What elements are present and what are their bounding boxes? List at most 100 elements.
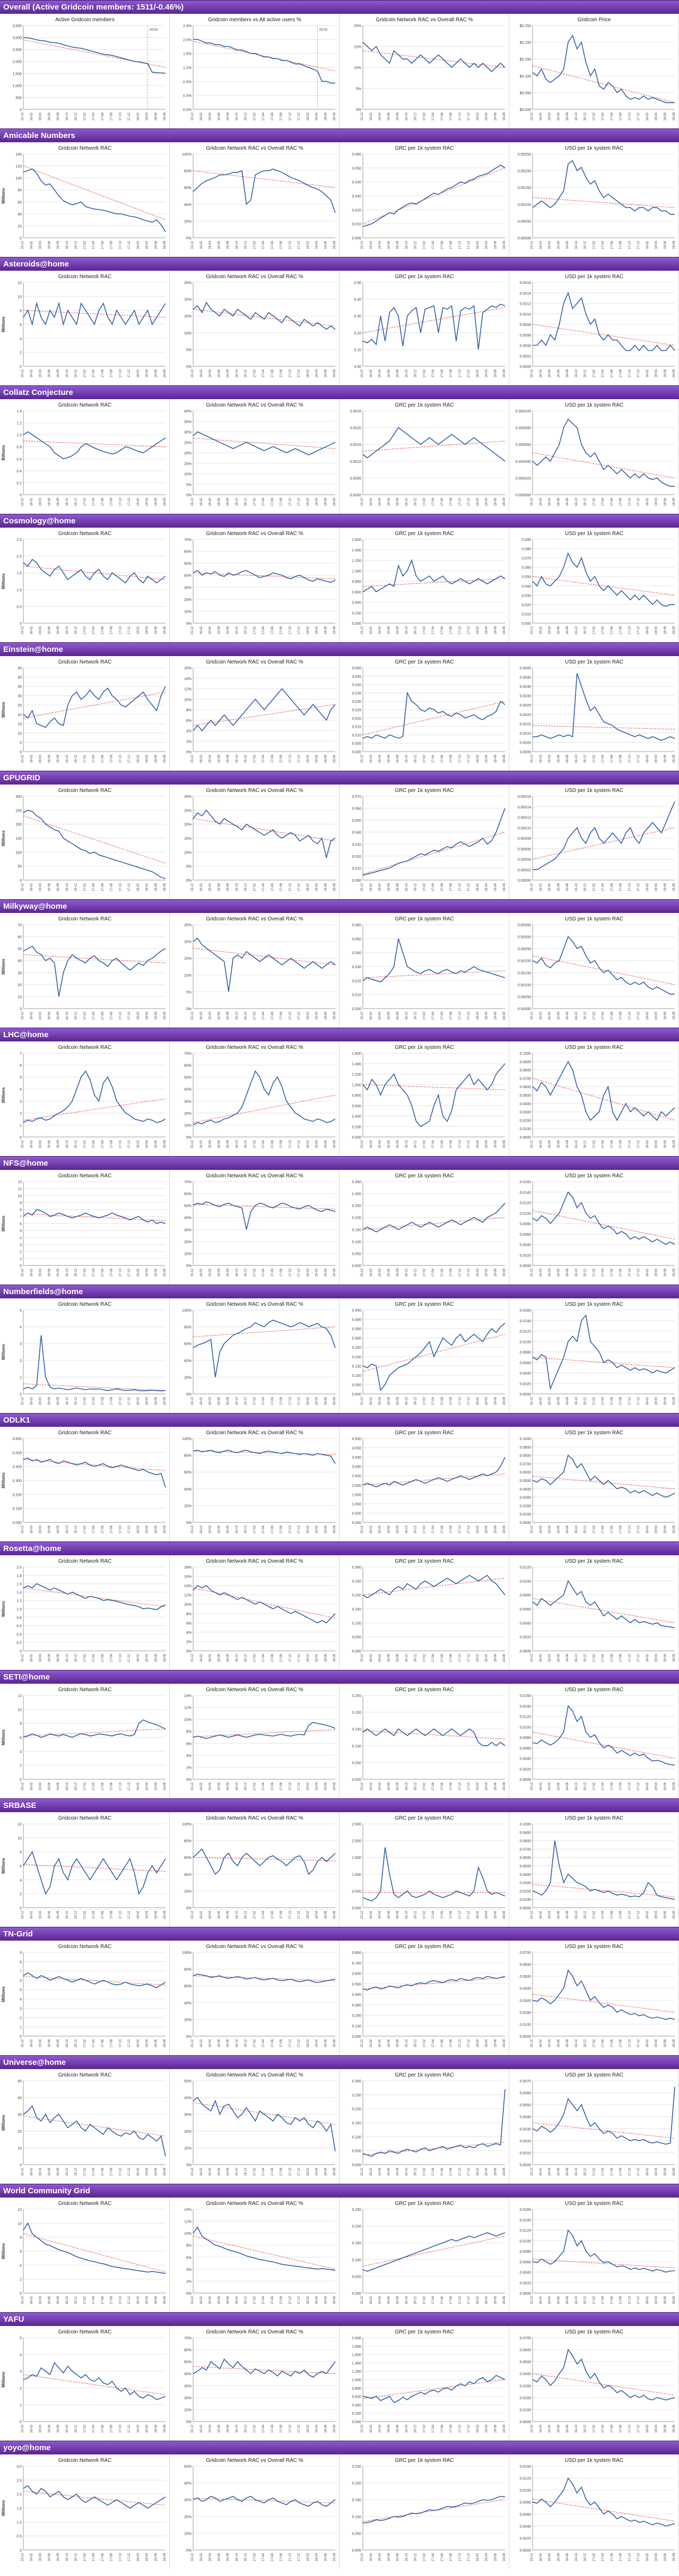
x-tick-label: 17-06 bbox=[441, 112, 444, 120]
y-tick-label: 60% bbox=[184, 1064, 191, 1068]
x-tick-label: 17-08 bbox=[280, 754, 283, 763]
x-tick-label: 16-04 bbox=[39, 1140, 42, 1148]
project-section: YAFU Gridcoin Network RAC 0 1 2 3 4 5 15-12 16-02… bbox=[0, 2312, 679, 2441]
series-line bbox=[362, 691, 506, 739]
x-tick-label: 16-02 bbox=[539, 112, 543, 120]
x-tick-label: 15-12 bbox=[361, 1653, 364, 1662]
y-tick-label: 1.000 bbox=[352, 2379, 361, 2382]
x-tick-label: 15-12 bbox=[191, 626, 194, 634]
y-tick-label: 30% bbox=[184, 1228, 191, 1232]
x-tick-label: 18-02 bbox=[646, 2167, 649, 2176]
x-tick-label: 16-10 bbox=[405, 2167, 408, 2176]
y-tick-label: 12 bbox=[18, 281, 22, 285]
trend-line bbox=[193, 170, 336, 188]
y-tick-label: 40% bbox=[184, 1217, 191, 1220]
chart-title: Gridcoin Network RAC bbox=[58, 1944, 112, 1950]
trend-line bbox=[193, 704, 336, 726]
panel-row: Gridcoin Network RAC 0 10 20 30 40 50 15-12 16-0… bbox=[0, 2069, 679, 2184]
chart-title: Gridcoin Network RAC bbox=[58, 2201, 112, 2207]
chart-title: Gridcoin Network RAC vs Overall RAC % bbox=[206, 788, 303, 794]
x-tick-label: 16-06 bbox=[387, 2167, 390, 2176]
y-tick-label: 0 bbox=[20, 2420, 22, 2424]
y-tick-label: 10% bbox=[184, 1718, 191, 1722]
line-chart: USD per 1k system RAC0.00000.00200.00400… bbox=[520, 1302, 676, 1405]
x-tick-label: 15-12 bbox=[361, 2296, 364, 2304]
x-tick-label: 17-02 bbox=[423, 1140, 426, 1148]
y-tick-label: 30% bbox=[184, 586, 191, 590]
y-tick-label: 0.0600 bbox=[520, 1856, 532, 1860]
chart-title: Gridcoin Network RAC bbox=[58, 2458, 112, 2463]
x-tick-label: 18-08 bbox=[503, 1653, 506, 1662]
x-tick-label: 17-02 bbox=[83, 2296, 86, 2304]
chart-title: USD per 1k system RAC bbox=[565, 2201, 623, 2207]
chart-title: Gridcoin Network RAC bbox=[58, 2072, 112, 2078]
x-tick-label: 17-10 bbox=[119, 754, 122, 763]
x-tick-label: 17-10 bbox=[289, 240, 292, 249]
x-tick-label: 17-08 bbox=[450, 883, 453, 891]
x-tick-label: 18-08 bbox=[503, 1910, 506, 1919]
y-tick-label: 30% bbox=[184, 2113, 191, 2117]
x-tick-label: 18-04 bbox=[146, 1653, 149, 1662]
x-tick-label: 18-06 bbox=[324, 112, 327, 120]
chart-panel: USD per 1k system RAC 0.0000 0.0020 0.0040 0… bbox=[509, 1170, 679, 1285]
x-tick-label: 16-02 bbox=[30, 2296, 33, 2304]
y-tick-label: 8 bbox=[20, 1722, 22, 1726]
y-tick-label: 200 bbox=[15, 823, 22, 827]
x-tick-label: 16-10 bbox=[575, 369, 578, 377]
x-tick-label: 18-02 bbox=[137, 112, 140, 120]
x-tick-label: 16-02 bbox=[30, 1653, 33, 1662]
y-tick-label: 0.0008 bbox=[520, 323, 532, 327]
x-tick-label: 18-04 bbox=[655, 626, 658, 634]
y-tick-label: 0.000 bbox=[352, 879, 361, 883]
y-tick-label: 0.030 bbox=[521, 594, 531, 598]
y-tick-label: 1.5 bbox=[16, 572, 22, 575]
x-tick-label: 17-04 bbox=[432, 2039, 435, 2047]
annotation-label: 2018 bbox=[150, 28, 158, 32]
y-tick-label: 1.200 bbox=[352, 1073, 361, 1077]
x-tick-label: 17-12 bbox=[467, 1268, 471, 1277]
y-tick-label: 1.2% bbox=[183, 66, 191, 70]
x-tick-label: 15-12 bbox=[191, 1525, 194, 1533]
series-line bbox=[532, 418, 675, 487]
x-tick-label: 16-12 bbox=[245, 2167, 248, 2176]
y-tick-label: 1.6% bbox=[183, 53, 191, 56]
y-tick-label: $0.250 bbox=[520, 24, 532, 28]
chart-panel: Gridcoin Network RAC vs Overall RAC % 0% 2… bbox=[170, 1427, 340, 1541]
y-tick-label: 20% bbox=[184, 452, 191, 455]
series-line bbox=[362, 1457, 506, 1488]
y-tick-label: 10% bbox=[184, 332, 191, 335]
x-tick-label: 16-12 bbox=[584, 369, 587, 377]
x-tick-label: 16-10 bbox=[405, 2424, 408, 2433]
y-tick-label: 0.300 bbox=[352, 2080, 361, 2083]
y-tick-label: 20% bbox=[184, 1112, 191, 1116]
x-tick-label: 16-02 bbox=[539, 2424, 543, 2433]
x-tick-label: 18-04 bbox=[485, 1782, 489, 1790]
x-tick-label: 16-06 bbox=[217, 2553, 221, 2561]
y-tick-label: 50% bbox=[184, 2360, 191, 2364]
x-tick-label: 16-04 bbox=[379, 1910, 382, 1919]
series-line bbox=[362, 165, 506, 227]
chart-title: Gridcoin Network RAC vs Overall RAC % bbox=[206, 402, 303, 408]
y-tick-label: 0.0080 bbox=[520, 1222, 532, 1226]
x-tick-label: 16-12 bbox=[414, 112, 417, 120]
x-tick-label: 17-02 bbox=[253, 497, 256, 506]
x-tick-label: 16-02 bbox=[370, 1140, 373, 1148]
x-tick-label: 17-12 bbox=[128, 1525, 131, 1533]
chart-title: GRC per 1k system RAC bbox=[395, 659, 454, 665]
x-tick-label: 16-10 bbox=[405, 2553, 408, 2561]
y-tick-label: 0.0140 bbox=[520, 1705, 532, 1709]
x-tick-label: 16-08 bbox=[227, 497, 230, 506]
x-tick-label: 16-08 bbox=[396, 240, 399, 249]
series-line bbox=[362, 1574, 506, 1598]
x-tick-label: 17-04 bbox=[262, 369, 265, 377]
section-title: Numberfields@home bbox=[0, 1285, 679, 1298]
chart-title: GRC per 1k system RAC bbox=[395, 2201, 454, 2207]
x-tick-label: 16-12 bbox=[75, 2167, 78, 2176]
x-tick-label: 16-10 bbox=[66, 2296, 69, 2304]
x-tick-label: 17-10 bbox=[628, 1653, 631, 1662]
y-tick-label: 0.600 bbox=[352, 1972, 361, 1976]
series-line bbox=[532, 1580, 675, 1629]
project-section: Amicable Numbers Gridcoin Network RAC 0 20 4… bbox=[0, 128, 679, 257]
chart-title: Gridcoin Network RAC vs Overall RAC % bbox=[206, 1173, 303, 1179]
x-tick-label: 16-08 bbox=[566, 1011, 569, 1020]
